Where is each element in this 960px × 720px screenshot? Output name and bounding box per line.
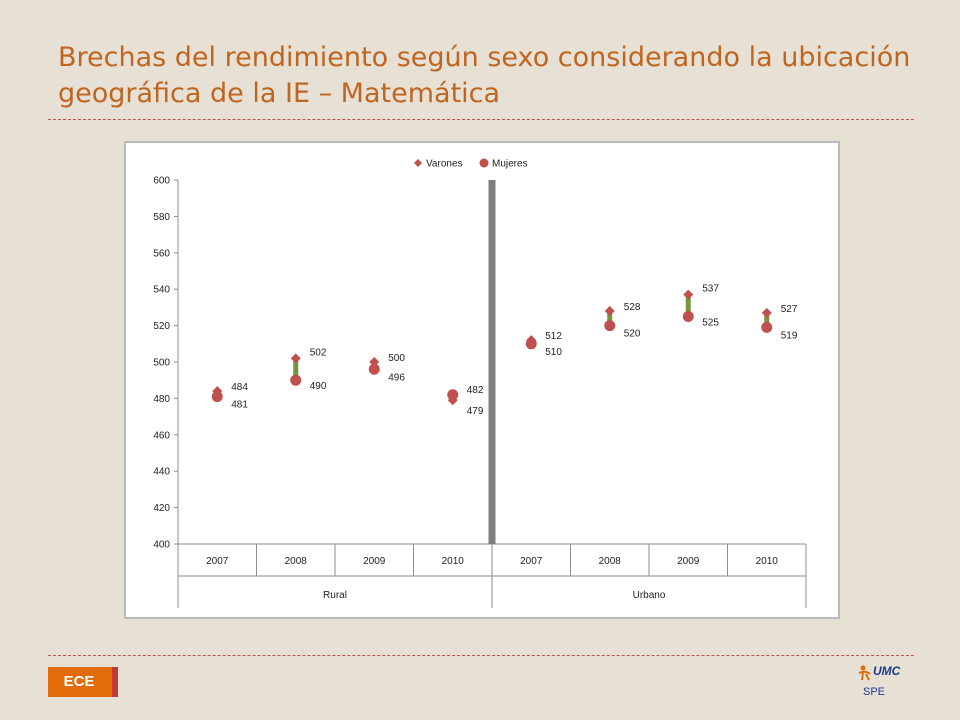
gap-bar — [607, 311, 613, 326]
y-tick-label: 560 — [153, 248, 170, 259]
varones-data-label: 484 — [231, 382, 248, 393]
mujeres-point — [604, 320, 616, 332]
mujeres-data-label: 520 — [624, 329, 641, 340]
x-tick-label: 2008 — [285, 556, 308, 567]
mujeres-data-label: 525 — [702, 318, 719, 329]
varones-data-label: 537 — [702, 284, 719, 295]
mujeres-data-label: 482 — [467, 385, 484, 396]
varones-data-label: 512 — [545, 331, 562, 342]
y-tick-label: 460 — [153, 430, 170, 441]
varones-point — [290, 353, 301, 364]
y-tick-label: 480 — [153, 394, 170, 405]
title-divider — [48, 119, 914, 120]
varones-data-label: 500 — [388, 353, 405, 364]
y-tick-label: 500 — [153, 358, 170, 369]
logo-spe-text: SPE — [863, 686, 886, 698]
group-divider-bar — [488, 180, 496, 544]
gap-bar — [685, 294, 691, 317]
mujeres-point — [682, 311, 694, 322]
mujeres-point — [290, 374, 302, 386]
mujeres-point — [211, 391, 223, 403]
mujeres-point — [447, 389, 459, 401]
varones-point — [683, 289, 694, 300]
mujeres-data-label: 510 — [545, 347, 562, 358]
mujeres-data-label: 519 — [781, 330, 798, 341]
varones-data-label: 527 — [781, 304, 798, 315]
mujeres-point — [761, 321, 773, 333]
slide-title-line1: Brechas del rendimiento según sexo consi… — [58, 42, 911, 73]
x-tick-label: 2008 — [599, 556, 622, 567]
gap-bar — [293, 358, 299, 381]
logo-umc-text: UMC — [873, 664, 901, 678]
varones-data-label: 528 — [624, 302, 641, 313]
legend-mujeres-label: Mujeres — [492, 159, 528, 170]
legend-varones-label: Varones — [426, 159, 463, 170]
x-tick-label: 2009 — [677, 556, 700, 567]
mujeres-data-label: 481 — [231, 400, 248, 411]
y-tick-label: 520 — [153, 321, 170, 332]
x-tick-label: 2009 — [363, 556, 386, 567]
x-tick-label: 2010 — [442, 556, 465, 567]
gap-bar — [764, 312, 770, 328]
varones-point — [447, 395, 458, 406]
slide-title-line2: geográfica de la IE – Matemática — [58, 78, 501, 109]
ece-badge-label: ECE — [63, 673, 95, 690]
varones-point — [212, 386, 223, 397]
y-tick-label: 580 — [153, 212, 170, 223]
y-tick-label: 420 — [153, 503, 170, 514]
mujeres-data-label: 490 — [310, 381, 327, 392]
slide-title: Brechas del rendimiento según sexo consi… — [58, 40, 918, 112]
logo-figure-icon — [858, 665, 871, 681]
varones-point — [369, 357, 380, 367]
footer-divider — [48, 655, 914, 656]
x-tick-label: 2007 — [206, 556, 229, 567]
y-tick-label: 540 — [153, 285, 170, 296]
mujeres-point — [368, 363, 380, 375]
umc-logo: UMC SPE — [855, 664, 905, 704]
varones-data-label: 479 — [467, 406, 484, 417]
y-tick-label: 400 — [153, 540, 170, 551]
y-tick-label: 600 — [153, 176, 170, 187]
x-group-label: Urbano — [633, 590, 666, 601]
varones-point — [761, 307, 772, 318]
varones-point — [526, 335, 537, 346]
x-group-label: Rural — [323, 590, 347, 601]
ece-badge: ECE — [48, 667, 118, 697]
varones-data-label: 502 — [310, 347, 327, 358]
varones-point — [604, 306, 615, 317]
chart-frame: 400 420 440 460 480 500 520 540 560 580 600 2007 200… — [124, 141, 840, 619]
mujeres-data-label: 496 — [388, 372, 405, 383]
legend-mujeres-marker — [479, 158, 489, 168]
chart-svg: 400 420 440 460 480 500 520 540 560 580 600 2007 200… — [153, 158, 807, 608]
legend-varones-marker — [414, 159, 422, 167]
x-tick-label: 2010 — [756, 556, 779, 567]
y-tick-label: 440 — [153, 467, 170, 478]
x-tick-label: 2007 — [520, 556, 543, 567]
